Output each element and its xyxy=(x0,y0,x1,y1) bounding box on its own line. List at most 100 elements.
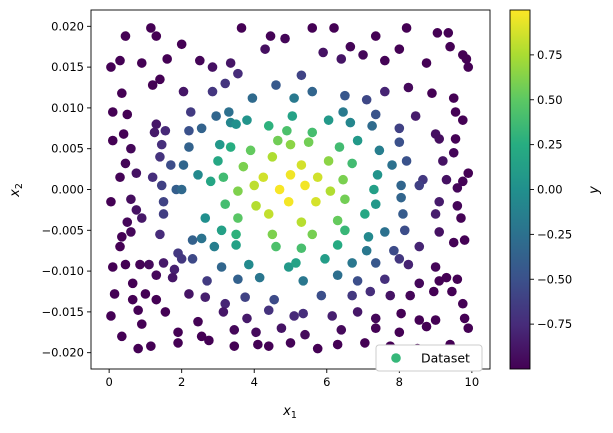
data-point xyxy=(372,170,383,180)
data-point xyxy=(205,176,216,187)
y-tick-label: 0.000 xyxy=(51,183,84,197)
data-point xyxy=(162,54,172,64)
data-point xyxy=(136,58,147,68)
data-point xyxy=(434,196,445,207)
x-tick-label: 8 xyxy=(396,375,403,389)
data-point xyxy=(338,174,348,185)
data-point xyxy=(352,135,363,146)
data-point xyxy=(307,86,318,97)
data-point xyxy=(127,278,138,289)
data-point xyxy=(240,292,250,303)
data-point xyxy=(414,278,425,289)
data-point xyxy=(238,161,249,172)
data-point xyxy=(176,184,187,195)
y-axis: −0.020 −0.015 −0.010 −0.005 0.000 0.005 0.010 0… xyxy=(41,19,91,360)
data-point xyxy=(450,107,461,117)
data-point xyxy=(233,68,243,79)
data-point xyxy=(224,107,234,117)
data-point xyxy=(178,160,189,170)
data-point xyxy=(117,232,127,242)
data-point xyxy=(358,50,368,60)
data-point xyxy=(120,158,131,169)
data-point xyxy=(380,86,390,97)
data-point xyxy=(263,341,274,351)
data-point xyxy=(450,134,461,144)
data-point xyxy=(287,111,298,121)
data-point xyxy=(136,319,147,329)
data-point xyxy=(448,147,459,158)
colorbar-tick-label: 0.75 xyxy=(537,48,563,62)
data-point xyxy=(263,305,274,316)
data-point xyxy=(127,294,138,305)
data-point xyxy=(291,258,301,268)
data-point xyxy=(363,232,374,242)
data-point xyxy=(282,125,292,136)
data-point xyxy=(300,180,310,191)
data-point xyxy=(414,241,425,252)
data-point xyxy=(271,241,281,252)
data-point xyxy=(146,23,156,33)
data-point xyxy=(316,290,327,301)
data-point xyxy=(347,290,357,301)
data-point xyxy=(218,172,229,183)
data-point xyxy=(365,286,376,297)
data-point xyxy=(441,272,452,283)
data-point xyxy=(242,115,252,125)
data-point xyxy=(107,262,118,272)
data-point xyxy=(452,201,463,211)
data-point xyxy=(136,213,147,223)
data-point xyxy=(434,276,445,286)
data-point xyxy=(115,241,125,252)
data-point xyxy=(233,186,243,196)
data-point xyxy=(265,31,276,41)
data-point xyxy=(151,119,162,130)
x-axis: 0 2 4 6 8 10 xyxy=(105,369,479,389)
data-point xyxy=(178,86,189,97)
data-point xyxy=(311,196,321,207)
data-point xyxy=(456,213,466,223)
data-point xyxy=(380,227,390,237)
data-point xyxy=(273,135,283,146)
y-axis-label: x2 xyxy=(8,183,25,198)
data-point xyxy=(399,225,410,236)
data-point xyxy=(251,201,261,211)
data-point xyxy=(414,315,425,325)
data-point xyxy=(307,23,318,33)
y-tick-label: 0.010 xyxy=(51,101,84,115)
data-point xyxy=(360,338,370,348)
data-point xyxy=(214,139,225,150)
data-point xyxy=(196,233,207,244)
data-point xyxy=(332,339,343,350)
data-point xyxy=(160,307,171,317)
data-point xyxy=(318,47,328,58)
data-point xyxy=(421,321,432,332)
data-point xyxy=(303,137,314,147)
data-point xyxy=(158,258,169,268)
data-point xyxy=(229,341,240,351)
data-point xyxy=(336,54,347,64)
data-point xyxy=(380,274,390,285)
data-point xyxy=(452,183,463,193)
data-point xyxy=(327,311,338,321)
colorbar-tick-label: −0.50 xyxy=(537,272,572,286)
data-point xyxy=(213,156,223,166)
data-point xyxy=(155,152,165,162)
data-point xyxy=(338,107,348,117)
data-point xyxy=(336,325,347,335)
data-point xyxy=(263,209,274,219)
data-point xyxy=(263,121,274,131)
data-point xyxy=(340,194,350,205)
data-point xyxy=(405,290,416,301)
data-point xyxy=(187,254,198,264)
data-point xyxy=(283,262,294,272)
x-tick-label: 10 xyxy=(465,375,480,389)
data-point xyxy=(187,235,198,245)
legend-marker xyxy=(391,353,401,363)
data-point xyxy=(243,259,254,270)
data-point xyxy=(133,343,143,354)
data-point xyxy=(463,323,474,334)
data-point xyxy=(289,93,299,103)
data-point xyxy=(459,235,470,245)
data-point xyxy=(298,308,309,319)
data-point xyxy=(155,74,165,85)
